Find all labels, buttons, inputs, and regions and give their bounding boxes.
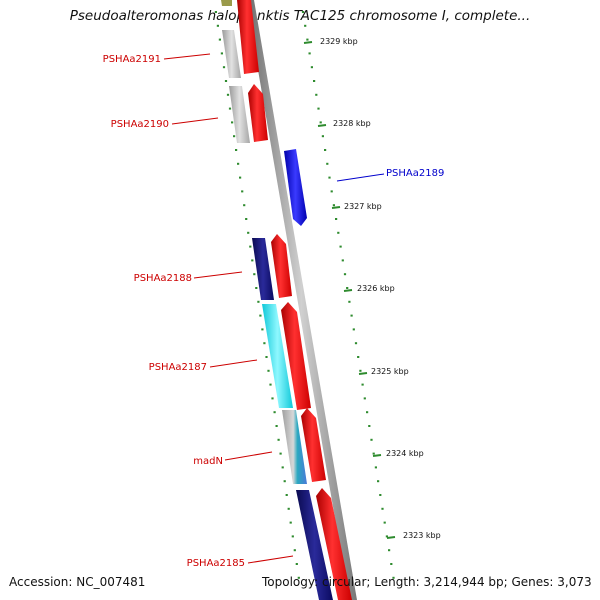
leader-pshaa2190 xyxy=(171,117,219,125)
gene-label-pshaa2188: PSHAa2188 xyxy=(134,273,192,284)
kbp-label: 2329 kbp xyxy=(320,37,358,46)
gene-label-pshaa2187: PSHAa2187 xyxy=(149,362,207,373)
leader-pshaa2189 xyxy=(336,173,385,182)
kbp-tick-mark xyxy=(372,454,382,457)
kbp-tick-mark xyxy=(386,536,396,539)
forward-gene-arrows xyxy=(237,0,352,600)
kbp-label: 2327 kbp xyxy=(344,202,382,211)
kbp-tick-mark xyxy=(343,289,353,292)
gene-bar-pshaa2188 xyxy=(252,238,274,300)
gene-arrow-pshaa2189 xyxy=(284,149,307,226)
gene-bar-pshaa2187 xyxy=(262,304,293,408)
gene-bar-pshaa2185 xyxy=(296,490,333,600)
gene-fragment-top xyxy=(221,0,232,6)
red-gene-arrow xyxy=(301,408,326,482)
gene-label-pshaa2190: PSHAa2190 xyxy=(111,119,169,130)
accession-label: Accession: NC_007481 xyxy=(9,575,146,589)
kbp-tick-mark xyxy=(331,206,341,209)
kbp-scale: 2329 kbp 2328 kbp 2327 kbp 2326 kbp 2325… xyxy=(303,37,441,540)
right-tick-track xyxy=(301,11,395,579)
gene-label-pshaa2191: PSHAa2191 xyxy=(103,54,161,65)
left-tick-track xyxy=(214,11,300,579)
kbp-tick-mark xyxy=(358,372,368,375)
gene-bar-pshaa2191 xyxy=(222,30,241,78)
kbp-label: 2323 kbp xyxy=(403,531,441,540)
gene-label-madn: madN xyxy=(193,456,223,467)
red-gene-arrow xyxy=(281,302,311,410)
gene-bar-pshaa2190 xyxy=(229,86,250,143)
red-gene-arrow xyxy=(316,488,352,600)
red-gene-arrow xyxy=(271,234,292,298)
gene-label-pshaa2185: PSHAa2185 xyxy=(187,558,245,569)
kbp-label: 2325 kbp xyxy=(371,367,409,376)
chromosome-backbone xyxy=(246,0,357,600)
leader-pshaa2185 xyxy=(247,555,294,564)
leader-pshaa2191 xyxy=(163,53,211,60)
leader-madn xyxy=(224,451,273,461)
gene-bar-madn xyxy=(282,410,307,484)
gene-labels: PSHAa2191 PSHAa2190 PSHAa2189 PSHAa2188 … xyxy=(103,54,445,569)
topology-label: Topology: circular; Length: 3,214,944 bp… xyxy=(262,575,592,589)
kbp-label: 2326 kbp xyxy=(357,284,395,293)
kbp-label: 2328 kbp xyxy=(333,119,371,128)
kbp-tick-mark xyxy=(303,41,313,44)
red-gene-arrow xyxy=(237,0,259,74)
leader-pshaa2188 xyxy=(193,271,243,279)
label-leaders xyxy=(163,53,385,564)
kbp-tick-mark xyxy=(317,124,327,127)
map-title: Pseudoalteromonas haloplanktis TAC125 ch… xyxy=(69,8,531,24)
leader-pshaa2187 xyxy=(209,359,258,368)
gene-bars xyxy=(222,30,333,600)
red-gene-arrow xyxy=(248,84,268,142)
gene-label-pshaa2189: PSHAa2189 xyxy=(386,168,444,179)
kbp-label: 2324 kbp xyxy=(386,449,424,458)
